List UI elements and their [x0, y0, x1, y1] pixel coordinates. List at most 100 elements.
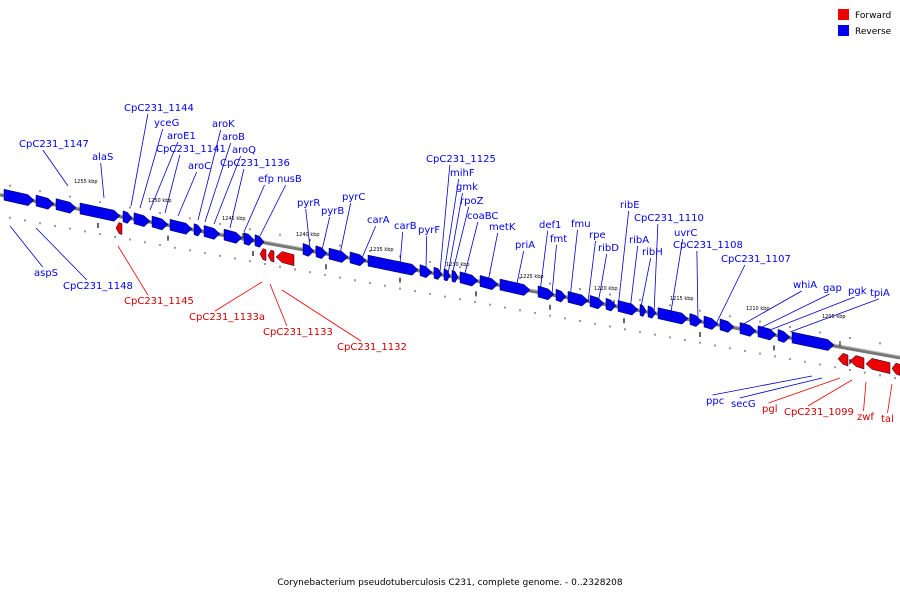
leader-line — [863, 381, 867, 412]
label-leader-lines — [9, 113, 893, 414]
leader-line — [451, 206, 470, 276]
leader-line — [197, 129, 222, 221]
leader-line — [447, 192, 463, 275]
reverse-gene-arrow — [367, 254, 419, 276]
leader-line — [9, 225, 43, 268]
leader-line — [139, 128, 164, 209]
leader-line — [42, 149, 69, 187]
gene-label-arok: aroK — [212, 119, 235, 130]
legend: Forward Reverse — [838, 9, 892, 37]
reverse-gene-arrow — [777, 329, 791, 343]
reverse-gene-arrow — [757, 325, 777, 341]
leader-line — [768, 377, 841, 404]
reverse-gene-arrow — [589, 295, 605, 310]
gene-label-arob: aroB — [222, 132, 245, 143]
gene-label-ribh: ribH — [642, 247, 663, 258]
reverse-gene-arrow — [443, 268, 451, 282]
leader-line — [321, 216, 331, 251]
leader-line — [177, 171, 198, 217]
reverse-gene-arrow — [315, 245, 328, 260]
leader-line — [669, 238, 684, 319]
leader-line — [204, 142, 232, 223]
reverse-gene-arrow — [567, 291, 589, 307]
leader-line — [149, 141, 179, 211]
reverse-gene-arrow — [703, 315, 719, 330]
gene-label-yceg: yceG — [154, 118, 179, 129]
reverse-gene-arrow — [639, 304, 647, 317]
gene-label-tal: tal — [881, 414, 894, 425]
gene-label-cpc231-1110: CpC231_1110 — [634, 213, 704, 224]
gene-label-zwf: zwf — [857, 412, 874, 423]
gene-label-pyrc: pyrC — [342, 192, 365, 203]
reverse-gene-arrow — [79, 202, 121, 222]
leader-line — [117, 245, 149, 296]
reverse-gene-arrow — [647, 305, 657, 319]
gene-arrows — [3, 188, 900, 376]
gene-label-alas: alaS — [92, 152, 113, 163]
reverse-gene-arrow — [35, 194, 55, 210]
leader-line — [443, 178, 460, 274]
gene-label-cpc231-1144: CpC231_1144 — [124, 103, 194, 114]
reverse-gene-arrow — [479, 275, 499, 290]
tick-label: 1205 kbp — [822, 314, 846, 320]
reverse-gene-arrow — [433, 266, 443, 280]
reverse-gene-arrow — [254, 234, 265, 248]
legend-reverse-swatch — [838, 25, 849, 36]
reverse-gene-arrow — [451, 270, 459, 283]
tick-label: 1220 kbp — [594, 286, 618, 292]
reverse-gene-arrow — [133, 212, 151, 227]
forward-gene-arrow — [115, 222, 123, 235]
gene-label-gmk: gmk — [456, 182, 478, 193]
tick-label: 1250 kbp — [148, 198, 172, 204]
leader-line — [164, 154, 181, 214]
legend-forward-swatch — [838, 9, 849, 20]
tick-label: 1230 kbp — [446, 262, 470, 268]
leader-line — [715, 264, 746, 325]
tick-label: 1245 kbp — [222, 216, 246, 222]
gene-label-fmu: fmu — [571, 219, 591, 230]
gene-label-fmt: fmt — [550, 234, 567, 245]
reverse-gene-arrow — [689, 313, 703, 327]
figure-caption: Corynebacterium pseudotuberculosis C231,… — [277, 578, 623, 588]
reverse-gene-arrow — [555, 288, 567, 303]
gene-label-carb: carB — [394, 221, 417, 232]
reverse-gene-arrow — [193, 223, 203, 237]
leader-line — [653, 223, 659, 315]
gene-label-pgl: pgl — [762, 404, 777, 415]
leader-line — [243, 184, 265, 233]
reverse-gene-arrow — [169, 218, 193, 235]
gene-label-cpc231-1099: CpC231_1099 — [784, 407, 854, 418]
forward-gene-arrow — [891, 362, 900, 376]
reverse-gene-arrow — [537, 285, 555, 301]
reverse-gene-arrow — [328, 247, 349, 263]
leader-line — [569, 229, 578, 299]
reverse-gene-arrow — [605, 297, 617, 312]
leader-line — [629, 245, 639, 311]
reverse-gene-arrow — [657, 307, 689, 325]
gene-label-pria: priA — [515, 240, 535, 251]
gene-label-gap: gap — [823, 283, 842, 294]
leader-line — [759, 293, 830, 329]
leader-line — [487, 232, 499, 283]
gene-label-cpc231-1125: CpC231_1125 — [426, 154, 496, 165]
tick-label: 1215 kbp — [670, 296, 694, 302]
leader-line — [887, 383, 893, 414]
gene-label-asps: aspS — [34, 268, 58, 279]
leader-line — [515, 250, 525, 289]
leader-line — [259, 184, 287, 237]
leader-line — [639, 257, 652, 313]
leader-line — [269, 283, 288, 327]
reverse-gene-arrow — [617, 300, 639, 316]
tick-label: 1255 kbp — [74, 179, 98, 185]
gene-label-ppc: ppc — [706, 396, 724, 407]
leader-line — [539, 230, 549, 293]
gene-label-uvrc: uvrC — [674, 228, 697, 239]
leader-line — [807, 379, 853, 407]
gene-label-pyrb: pyrB — [321, 206, 344, 217]
reverse-gene-arrow — [122, 210, 133, 224]
leader-line — [281, 289, 362, 342]
tick-label: 1235 kbp — [370, 247, 394, 253]
gene-label-cpc231-1133: CpC231_1133 — [263, 327, 333, 338]
leader-line — [439, 164, 451, 273]
